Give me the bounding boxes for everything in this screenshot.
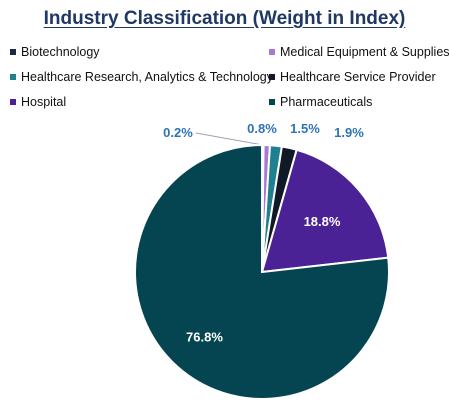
- legend-item-medical-equipment: Medical Equipment & Supplies: [269, 45, 449, 59]
- legend-item-pharmaceuticals: Pharmaceuticals: [269, 95, 372, 109]
- legend-item-hospital: Hospital: [10, 95, 66, 109]
- leader-line: [195, 132, 263, 146]
- data-label: 76.8%: [186, 329, 223, 344]
- legend-swatch: [269, 49, 275, 55]
- data-label: 1.9%: [334, 125, 364, 140]
- data-label: 0.2%: [163, 125, 193, 140]
- data-label: 0.8%: [247, 121, 277, 136]
- pie-slice-pharmaceuticals: [134, 143, 390, 400]
- legend-label: Medical Equipment & Supplies: [280, 45, 449, 59]
- legend-swatch: [269, 99, 275, 105]
- chart-title: Industry Classification (Weight in Index…: [43, 8, 406, 29]
- legend-swatch: [10, 99, 16, 105]
- legend-item-healthcare-research: Healthcare Research, Analytics & Technol…: [10, 70, 273, 84]
- legend-label: Biotechnology: [21, 45, 100, 59]
- data-label: 1.5%: [290, 121, 320, 136]
- legend-swatch: [10, 74, 16, 80]
- legend-swatch: [10, 49, 16, 55]
- legend-item-biotechnology: Biotechnology: [10, 45, 100, 59]
- legend-label: Healthcare Research, Analytics & Technol…: [21, 70, 273, 84]
- legend-item-healthcare-service-provider: Healthcare Service Provider: [269, 70, 436, 84]
- legend-swatch: [269, 74, 275, 80]
- legend-label: Healthcare Service Provider: [280, 70, 436, 84]
- data-label: 18.8%: [304, 214, 341, 229]
- legend-label: Pharmaceuticals: [280, 95, 373, 109]
- legend-label: Hospital: [21, 95, 67, 109]
- pie-slice-hospital: [260, 148, 390, 274]
